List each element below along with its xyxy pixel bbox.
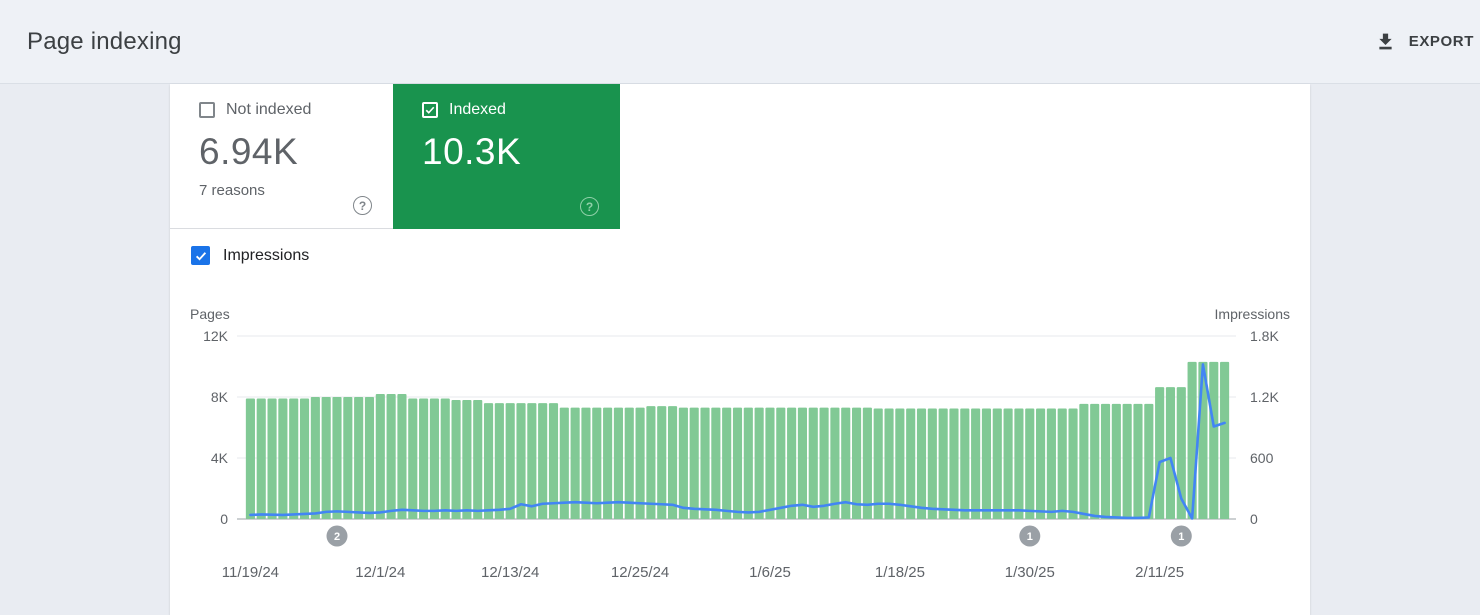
checkmark-icon bbox=[425, 106, 435, 114]
not-indexed-count: 6.94K bbox=[199, 131, 299, 172]
impressions-line bbox=[249, 363, 1226, 520]
svg-text:0: 0 bbox=[220, 511, 228, 527]
not-indexed-reasons: 7 reasons bbox=[199, 182, 265, 199]
pages-bars[interactable] bbox=[245, 361, 1230, 519]
svg-text:11/19/24: 11/19/24 bbox=[222, 564, 279, 581]
download-icon bbox=[1379, 33, 1392, 50]
right-axis-ticks: 0 600 1.2K 1.8K bbox=[1250, 328, 1279, 527]
indexing-chart: Pages Impressions 0 4K 8K 12K 0 600 1.2K 1.8K 2 1 1 1… bbox=[170, 296, 1310, 601]
right-axis-title: Impressions bbox=[1215, 306, 1290, 322]
export-button[interactable]: EXPORT bbox=[1371, 23, 1478, 60]
impressions-label: Impressions bbox=[223, 246, 310, 264]
svg-text:0: 0 bbox=[1250, 511, 1258, 527]
svg-text:1: 1 bbox=[1178, 531, 1184, 543]
svg-text:1: 1 bbox=[1027, 531, 1033, 543]
x-axis-labels: 11/19/24 12/1/24 12/13/24 12/25/24 1/6/25 1/1… bbox=[222, 564, 1184, 581]
not-indexed-label: Not indexed bbox=[226, 101, 312, 118]
svg-text:1/6/25: 1/6/25 bbox=[749, 564, 791, 581]
annotation-badge[interactable]: 2 bbox=[326, 525, 348, 547]
svg-text:12/13/24: 12/13/24 bbox=[481, 564, 539, 581]
status-tiles: Not indexed 6.94K 7 reasons ? Indexed 10… bbox=[170, 84, 1310, 229]
impressions-toggle-row: Impressions bbox=[191, 246, 309, 265]
indexed-label: Indexed bbox=[449, 101, 506, 118]
impressions-checkbox[interactable] bbox=[191, 246, 210, 265]
not-indexed-tile[interactable]: Not indexed 6.94K 7 reasons ? bbox=[170, 84, 393, 229]
left-axis-ticks: 0 4K 8K 12K bbox=[203, 328, 229, 527]
svg-text:12K: 12K bbox=[203, 328, 229, 344]
svg-text:1/30/25: 1/30/25 bbox=[1005, 564, 1055, 581]
svg-text:600: 600 bbox=[1250, 450, 1274, 466]
svg-text:1.8K: 1.8K bbox=[1250, 328, 1279, 344]
page-indexing-card: Not indexed 6.94K 7 reasons ? Indexed 10… bbox=[170, 84, 1310, 615]
svg-text:8K: 8K bbox=[211, 389, 229, 405]
svg-text:12/25/24: 12/25/24 bbox=[611, 564, 669, 581]
annotation-badge[interactable]: 1 bbox=[1170, 525, 1192, 547]
annotation-badge[interactable]: 1 bbox=[1019, 525, 1041, 547]
annotation-badges[interactable]: 2 1 1 bbox=[326, 525, 1192, 547]
svg-text:1.2K: 1.2K bbox=[1250, 389, 1279, 405]
page-title: Page indexing bbox=[27, 27, 182, 55]
indexed-count: 10.3K bbox=[422, 131, 522, 172]
export-label: EXPORT bbox=[1408, 33, 1474, 50]
svg-text:2/11/25: 2/11/25 bbox=[1135, 564, 1184, 581]
report-content: Not indexed 6.94K 7 reasons ? Indexed 10… bbox=[0, 84, 1480, 615]
left-axis-title: Pages bbox=[190, 306, 230, 322]
svg-text:4K: 4K bbox=[211, 450, 229, 466]
indexed-tile[interactable]: Indexed 10.3K ? bbox=[393, 84, 620, 229]
svg-text:2: 2 bbox=[334, 531, 340, 543]
not-indexed-checkbox[interactable] bbox=[199, 102, 215, 118]
page-header: Page indexing EXPORT bbox=[0, 0, 1480, 84]
svg-text:12/1/24: 12/1/24 bbox=[355, 564, 405, 581]
help-icon[interactable]: ? bbox=[353, 196, 372, 215]
svg-text:1/18/25: 1/18/25 bbox=[875, 564, 925, 581]
help-icon[interactable]: ? bbox=[580, 197, 599, 216]
indexed-checkbox[interactable] bbox=[422, 102, 438, 118]
checkmark-icon bbox=[195, 251, 206, 261]
